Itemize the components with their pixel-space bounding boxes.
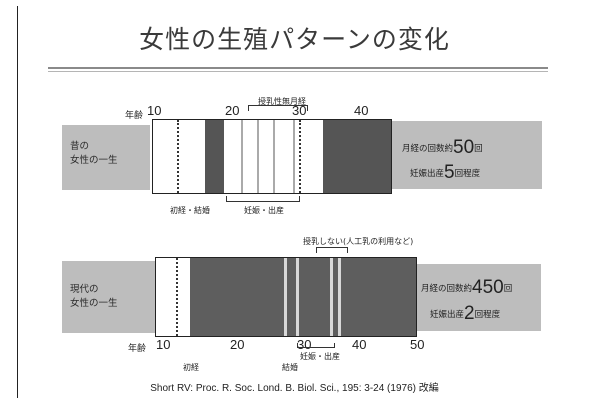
modern-stat-menstruation: 月経の回数約450回 — [421, 277, 512, 299]
past-stat2-prefix: 妊娠出産 — [410, 169, 445, 179]
modern-pre-menarche-segment — [156, 258, 190, 336]
past-timeline-bar — [152, 119, 392, 194]
past-menstruation-line-2 — [257, 120, 259, 193]
modern-no-breastfeeding-label: 授乳しない(人工乳の利用など) — [303, 237, 414, 246]
title-underline-thin — [48, 71, 548, 72]
modern-stat2-prefix: 妊娠出産 — [430, 310, 465, 320]
modern-stat2-suffix: 回程度 — [474, 310, 501, 320]
past-pregnancy-birth-label: 妊娠・出産 — [244, 206, 284, 215]
past-tick-40: 40 — [354, 103, 369, 118]
past-menstruation-line-1 — [241, 120, 243, 193]
past-end-marker — [299, 120, 301, 193]
past-menarche-marker — [177, 120, 179, 193]
modern-age-axis-label: 年齢 — [128, 344, 147, 354]
modern-tick-50: 50 — [410, 337, 425, 352]
past-stat1-suffix: 回 — [474, 144, 483, 154]
past-menstruation-segment-late — [323, 120, 391, 193]
modern-stat2-number: 2 — [464, 303, 475, 324]
modern-stat-pregnancy: 妊娠出産2回程度 — [430, 303, 500, 325]
past-tick-30: 30 — [292, 103, 307, 118]
past-pregnancy-bracket — [226, 196, 300, 202]
past-lactational-amenorrhea-label: 授乳性無月経 — [258, 97, 306, 106]
modern-pregnancy-birth-label: 妊娠・出産 — [300, 352, 340, 361]
past-left-band — [62, 125, 150, 190]
modern-timeline-bar — [155, 257, 417, 337]
past-stat2-suffix: 回程度 — [454, 169, 481, 179]
past-tick-20: 20 — [225, 103, 240, 118]
modern-pregnancy-line-3 — [330, 258, 333, 336]
modern-pregnancy-line-2 — [296, 258, 299, 336]
title-underline — [48, 67, 548, 69]
modern-menarche-marker — [176, 258, 178, 336]
past-stat1-number: 50 — [453, 137, 475, 158]
past-side-label-1: 昔の — [70, 141, 90, 152]
page-title: 女性の生殖パターンの変化 — [139, 25, 450, 54]
modern-menarche-label: 初経 — [183, 363, 199, 372]
past-age-axis-label: 年齢 — [125, 111, 144, 121]
citation: Short RV: Proc. R. Soc. Lond. B. Biol. S… — [150, 383, 439, 394]
past-stat-pregnancy: 妊娠出産5回程度 — [410, 162, 480, 184]
left-margin-line — [17, 6, 18, 398]
modern-tick-10: 10 — [156, 337, 171, 352]
modern-right-band — [415, 264, 541, 331]
modern-stat1-number: 450 — [472, 277, 504, 298]
past-stat1-prefix: 月経の回数約 — [402, 144, 454, 154]
modern-marriage-label: 結婚 — [282, 363, 298, 372]
past-right-band — [392, 121, 542, 189]
past-side-label-2: 女性の一生 — [70, 155, 118, 166]
past-menstruation-line-4 — [293, 120, 295, 193]
modern-pregnancy-line-4 — [338, 258, 341, 336]
past-amenorrhea-bracket — [248, 105, 308, 111]
modern-tick-30: 30 — [297, 337, 312, 352]
modern-tick-40: 40 — [352, 337, 367, 352]
modern-no-breastfeeding-bracket — [316, 247, 348, 253]
past-menarche-marriage-label: 初経・結婚 — [170, 206, 210, 215]
modern-side-label-1: 現代の — [70, 284, 99, 295]
past-menstruation-segment-1 — [205, 120, 224, 193]
past-stat2-number: 5 — [444, 162, 455, 183]
modern-tick-20: 20 — [230, 337, 245, 352]
modern-stat1-prefix: 月経の回数約 — [421, 284, 473, 294]
modern-pregnancy-bracket — [297, 343, 335, 348]
past-menstruation-line-3 — [273, 120, 275, 193]
past-tick-10: 10 — [147, 103, 162, 118]
modern-stat1-suffix: 回 — [503, 284, 513, 294]
modern-left-band — [62, 261, 157, 333]
modern-side-label-2: 女性の一生 — [70, 298, 118, 309]
past-stat-menstruation: 月経の回数約50回 — [402, 137, 483, 159]
modern-pregnancy-line-1 — [284, 258, 287, 336]
